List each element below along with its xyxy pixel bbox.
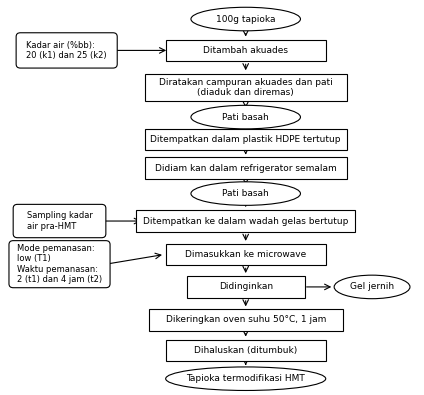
Ellipse shape — [334, 275, 410, 299]
Text: Dimasukkan ke microwave: Dimasukkan ke microwave — [185, 250, 306, 259]
Text: Diratakan campuran akuades dan pati
(diaduk dan diremas): Diratakan campuran akuades dan pati (dia… — [159, 78, 332, 98]
Text: Mode pemanasan:
low (T1)
Waktu pemanasan:
2 (t1) dan 4 jam (t2): Mode pemanasan: low (T1) Waktu pemanasan… — [17, 244, 102, 284]
FancyBboxPatch shape — [187, 276, 305, 298]
Text: Sampling kadar
air pra-HMT: Sampling kadar air pra-HMT — [27, 211, 92, 231]
Text: Ditempatkan ke dalam wadah gelas bertutup: Ditempatkan ke dalam wadah gelas bertutu… — [143, 216, 349, 226]
Ellipse shape — [191, 182, 301, 205]
Text: Ditambah akuades: Ditambah akuades — [203, 46, 288, 55]
FancyBboxPatch shape — [166, 40, 326, 61]
FancyBboxPatch shape — [145, 157, 347, 179]
Text: Dikeringkan oven suhu 50°C, 1 jam: Dikeringkan oven suhu 50°C, 1 jam — [165, 315, 326, 324]
FancyBboxPatch shape — [166, 244, 326, 265]
FancyBboxPatch shape — [13, 204, 106, 238]
Text: Pati basah: Pati basah — [222, 189, 269, 198]
Ellipse shape — [166, 367, 326, 391]
Text: Didiam kan dalam refrigerator semalam: Didiam kan dalam refrigerator semalam — [155, 164, 337, 173]
Text: Didinginkan: Didinginkan — [219, 282, 273, 292]
Text: Gel jernih: Gel jernih — [350, 282, 394, 292]
Ellipse shape — [191, 105, 301, 129]
Text: Pati basah: Pati basah — [222, 113, 269, 122]
FancyBboxPatch shape — [145, 74, 347, 102]
FancyBboxPatch shape — [149, 309, 343, 331]
Text: Tapioka termodifikasi HMT: Tapioka termodifikasi HMT — [186, 374, 305, 383]
Text: Kadar air (%bb):
20 (k1) dan 25 (k2): Kadar air (%bb): 20 (k1) dan 25 (k2) — [26, 41, 107, 60]
FancyBboxPatch shape — [16, 33, 117, 68]
FancyBboxPatch shape — [166, 340, 326, 361]
Text: Dihaluskan (ditumbuk): Dihaluskan (ditumbuk) — [194, 346, 297, 355]
FancyBboxPatch shape — [145, 129, 347, 150]
FancyBboxPatch shape — [136, 210, 355, 232]
Text: Ditempatkan dalam plastik HDPE tertutup: Ditempatkan dalam plastik HDPE tertutup — [151, 135, 341, 144]
FancyBboxPatch shape — [9, 241, 110, 288]
Text: 100g tapioka: 100g tapioka — [216, 15, 276, 24]
Ellipse shape — [191, 7, 301, 31]
